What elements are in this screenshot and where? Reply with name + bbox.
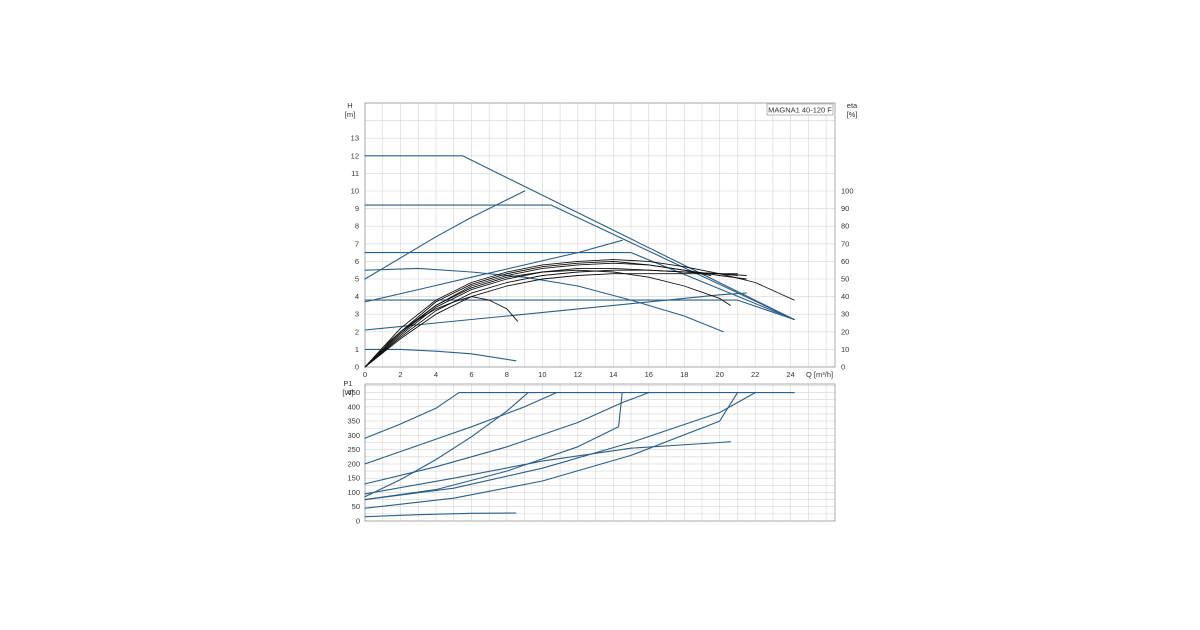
efficiency-y-tick-label: 70 bbox=[841, 239, 849, 248]
head-y-tick-label: 9 bbox=[355, 204, 359, 213]
power-curve bbox=[364, 392, 795, 439]
efficiency-y-tick-label: 50 bbox=[841, 275, 849, 284]
q-x-tick-label: 16 bbox=[645, 370, 653, 379]
head-curve bbox=[364, 155, 795, 321]
efficiency-y-tick-label: 90 bbox=[841, 204, 849, 213]
q-x-tick-label: 8 bbox=[505, 370, 509, 379]
power-y-tick-label: 150 bbox=[347, 474, 360, 483]
power-y-tick-label: 350 bbox=[347, 417, 360, 426]
efficiency-axis-unit: [%] bbox=[847, 110, 858, 119]
efficiency-curve bbox=[364, 273, 738, 368]
head-y-tick-label: 11 bbox=[351, 169, 359, 178]
efficiency-y-tick-label: 80 bbox=[841, 222, 849, 231]
head-y-tick-label: 4 bbox=[355, 292, 359, 301]
q-x-tick-label: 0 bbox=[363, 370, 367, 379]
head-y-tick-label: 8 bbox=[355, 222, 359, 231]
efficiency-curve bbox=[364, 262, 712, 368]
head-y-tick-label: 7 bbox=[355, 239, 359, 248]
head-curve bbox=[364, 267, 724, 333]
efficiency-y-tick-label: 10 bbox=[841, 345, 849, 354]
power-y-tick-label: 250 bbox=[347, 445, 360, 454]
power-y-tick-label: 200 bbox=[347, 459, 360, 468]
head-axis-label: H bbox=[347, 101, 352, 110]
power-curve bbox=[364, 392, 650, 485]
head-y-tick-label: 5 bbox=[355, 275, 359, 284]
efficiency-curves bbox=[364, 259, 795, 368]
power-curve bbox=[364, 392, 739, 509]
q-x-tick-label: 6 bbox=[469, 370, 473, 379]
q-x-tick-label: 12 bbox=[574, 370, 582, 379]
q-x-tick-label: 22 bbox=[751, 370, 759, 379]
head-plot-frame bbox=[364, 102, 836, 368]
power-curve bbox=[364, 392, 623, 501]
head-curve bbox=[364, 204, 795, 321]
head-axis-unit: [m] bbox=[345, 110, 355, 119]
head-curves bbox=[364, 155, 795, 362]
efficiency-y-tick-labels: 0 10 20 30 40 50 60 70 80 90 100 bbox=[841, 187, 854, 372]
head-curve bbox=[364, 239, 623, 303]
power-y-tick-label: 300 bbox=[347, 431, 360, 440]
power-y-tick-label: 0 bbox=[356, 517, 360, 526]
head-y-tick-label: 6 bbox=[355, 257, 359, 266]
power-axis-label: P1 bbox=[343, 379, 352, 388]
power-y-tick-label: 50 bbox=[352, 502, 360, 511]
efficiency-axis-label: eta bbox=[847, 101, 858, 110]
model-label-box bbox=[766, 103, 834, 116]
head-y-tick-label: 13 bbox=[351, 134, 359, 143]
efficiency-y-tick-label: 30 bbox=[841, 310, 849, 319]
head-y-tick-label: 0 bbox=[355, 363, 359, 372]
head-y-tick-label: 1 bbox=[355, 345, 359, 354]
power-plot-frame bbox=[364, 383, 836, 522]
power-y-tick-label: 100 bbox=[347, 488, 360, 497]
q-axis-label: Q [m³/h] bbox=[806, 370, 833, 379]
power-curve bbox=[364, 392, 558, 465]
head-curve bbox=[364, 252, 795, 321]
power-axis-unit: [W] bbox=[342, 388, 353, 397]
power-curve bbox=[364, 392, 529, 498]
power-y-tick-label: 400 bbox=[347, 402, 360, 411]
head-gridlines bbox=[364, 102, 835, 368]
q-x-tick-label: 2 bbox=[398, 370, 402, 379]
q-x-tick-label: 24 bbox=[786, 370, 794, 379]
power-y-tick-labels: 0 50 100 150 200 250 300 350 400 450 bbox=[347, 388, 360, 525]
head-y-tick-label: 12 bbox=[351, 151, 359, 160]
head-y-tick-label: 3 bbox=[355, 310, 359, 319]
efficiency-curve bbox=[364, 269, 747, 368]
power-curve bbox=[364, 441, 731, 495]
head-curve bbox=[364, 190, 526, 280]
efficiency-y-tick-label: 60 bbox=[841, 257, 849, 266]
efficiency-y-tick-label: 0 bbox=[841, 363, 845, 372]
q-x-tick-labels: 0 2 4 6 8 10 12 14 16 18 20 22 24 bbox=[363, 370, 795, 379]
efficiency-y-tick-label: 40 bbox=[841, 292, 849, 301]
q-x-tick-label: 14 bbox=[609, 370, 617, 379]
head-curve bbox=[364, 348, 517, 362]
q-x-tick-label: 10 bbox=[538, 370, 546, 379]
power-curves bbox=[364, 392, 795, 518]
power-curve bbox=[364, 512, 517, 518]
head-y-tick-label: 10 bbox=[351, 187, 359, 196]
q-x-tick-label: 4 bbox=[434, 370, 438, 379]
q-x-tick-label: 20 bbox=[716, 370, 724, 379]
efficiency-curve bbox=[364, 296, 518, 368]
efficiency-y-tick-label: 20 bbox=[841, 327, 849, 336]
head-y-tick-label: 2 bbox=[355, 327, 359, 336]
power-panel: 0 50 100 150 200 250 300 350 400 450 P1 [W] bbox=[342, 379, 836, 526]
head-curve bbox=[364, 292, 747, 331]
power-y-tick-label: 450 bbox=[347, 388, 360, 397]
q-x-tick-label: 18 bbox=[680, 370, 688, 379]
model-label: MAGNA1 40-120 F bbox=[768, 106, 832, 115]
power-curve bbox=[364, 392, 756, 501]
efficiency-y-tick-label: 100 bbox=[841, 187, 854, 196]
